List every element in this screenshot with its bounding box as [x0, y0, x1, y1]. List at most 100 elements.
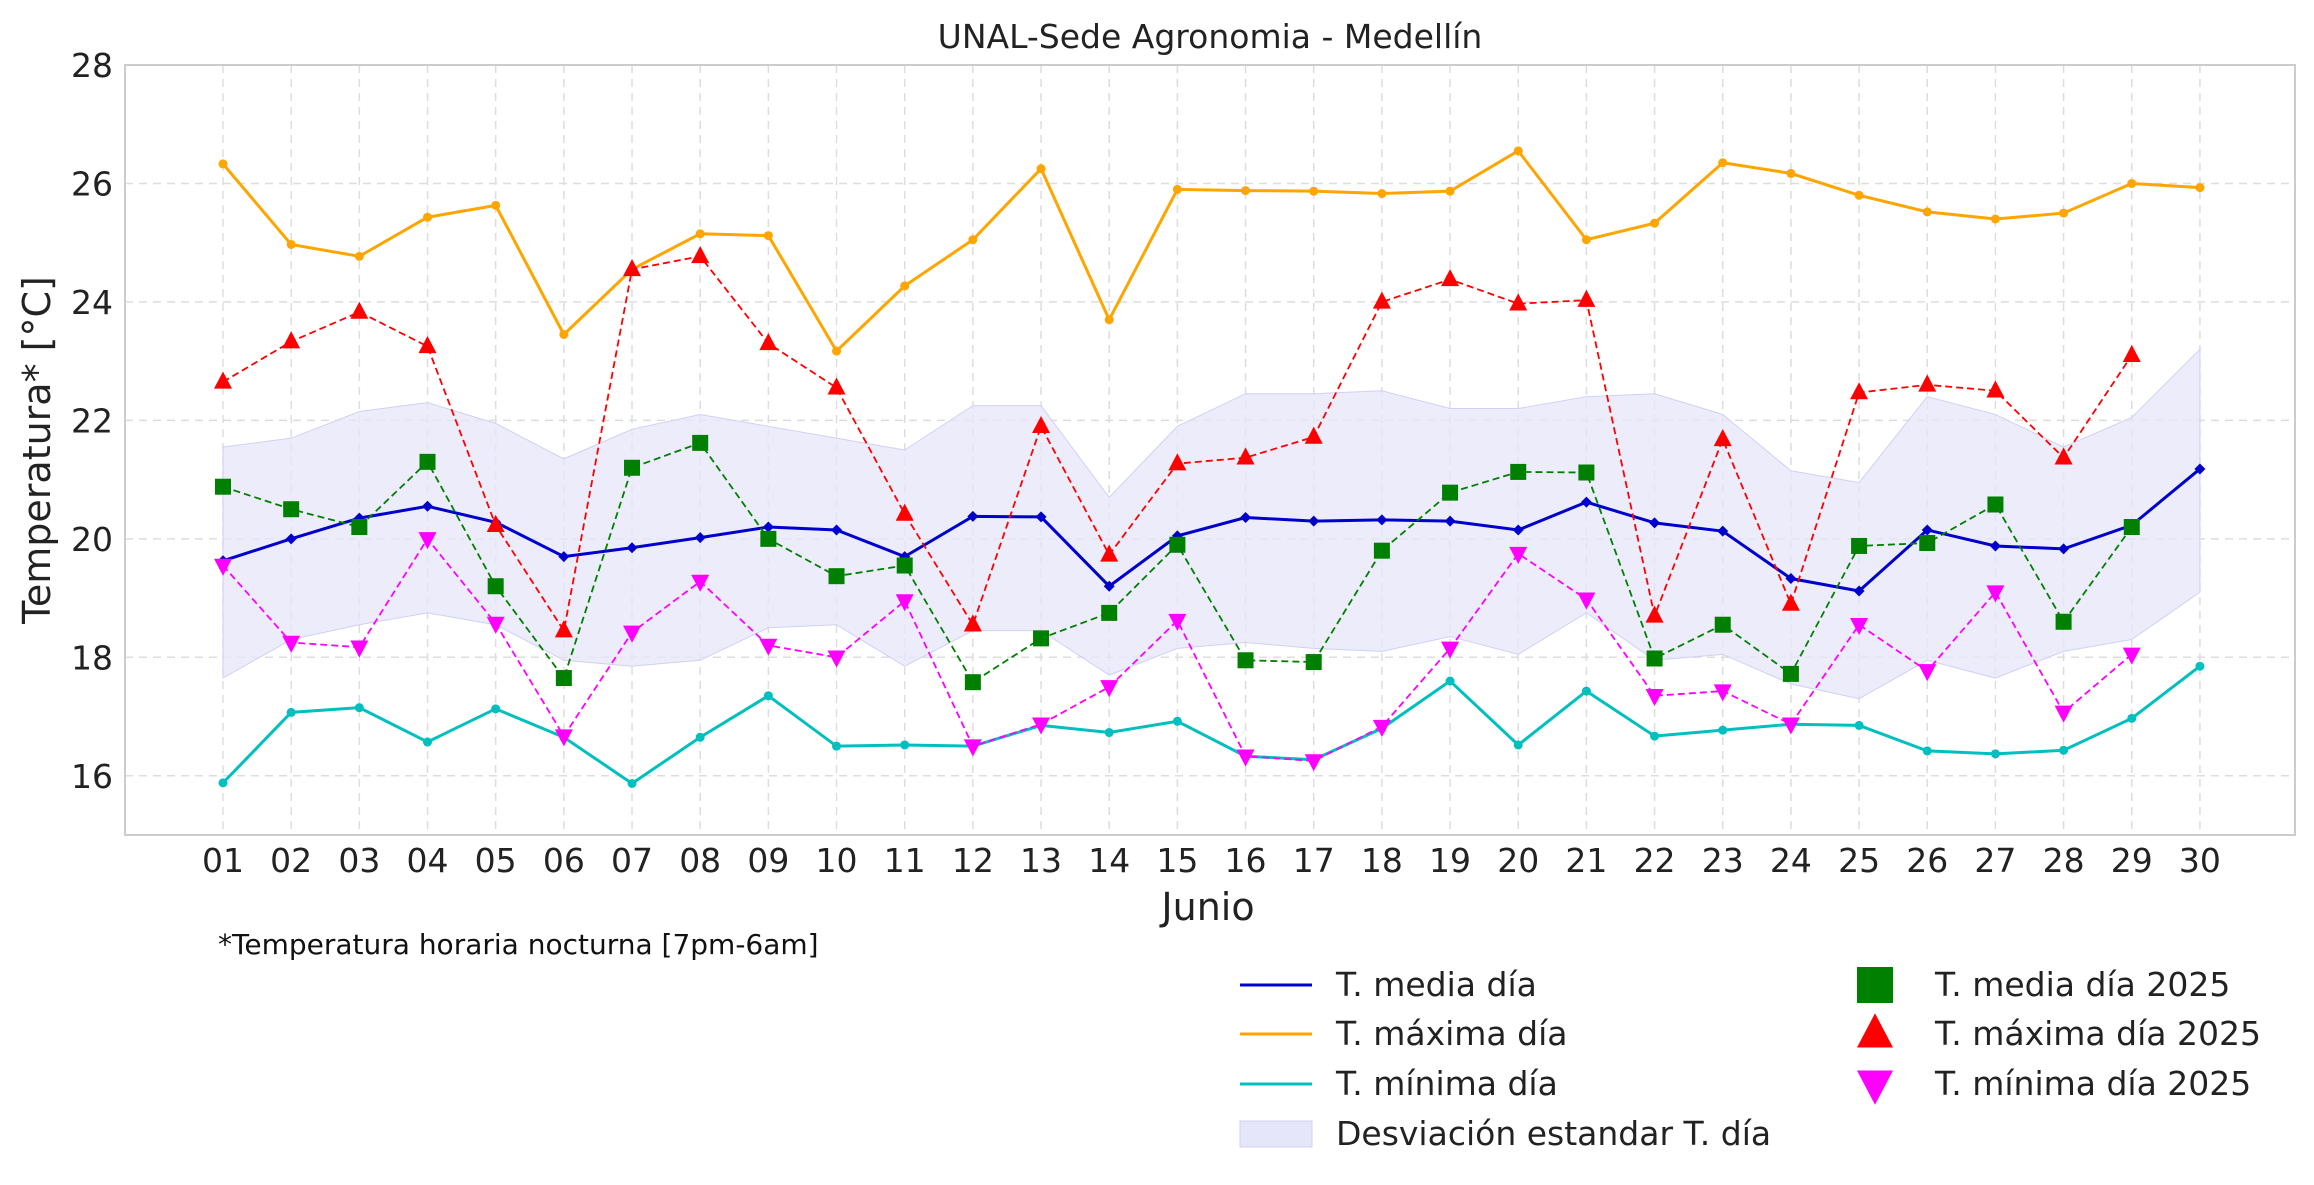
- y-tick-label: 20: [71, 520, 113, 559]
- data-point: [1372, 291, 1391, 309]
- data-point: [1986, 585, 2005, 603]
- legend-swatch: [1857, 967, 1893, 1003]
- data-point: [2058, 543, 2070, 555]
- data-point: [1032, 415, 1051, 434]
- data-point: [832, 346, 842, 356]
- series-line: [221, 665, 2201, 786]
- data-point: [1305, 654, 1322, 671]
- data-point: [1919, 534, 1936, 551]
- data-point: [1441, 269, 1460, 287]
- x-tick-label: 24: [1770, 841, 1812, 880]
- data-point: [1172, 184, 1182, 194]
- x-tick-label: 01: [202, 841, 244, 880]
- data-point: [1373, 542, 1390, 559]
- data-point: [282, 331, 301, 349]
- data-point: [1713, 428, 1732, 447]
- data-point: [486, 514, 505, 532]
- x-tick-label: 06: [543, 841, 585, 880]
- data-point: [354, 703, 364, 713]
- series-line: [222, 467, 2201, 593]
- data-point: [827, 377, 846, 395]
- data-point: [491, 200, 501, 210]
- series-line: [222, 537, 2133, 762]
- legend: T. media día T. máxima día T. mínima día De…: [1239, 965, 2261, 1153]
- data-point: [487, 578, 504, 595]
- series-4: [215, 434, 2140, 691]
- data-point: [900, 740, 910, 750]
- data-point: [2055, 613, 2072, 630]
- data-point: [554, 620, 573, 638]
- data-point: [1035, 511, 1047, 523]
- data-point: [559, 330, 569, 339]
- legend-entry: Desviación estandar T. día: [1239, 1114, 1771, 1153]
- x-tick-label: 03: [338, 841, 380, 880]
- data-point: [1509, 293, 1528, 311]
- data-point: [759, 638, 778, 656]
- data-point: [963, 614, 982, 632]
- series-6: [214, 532, 2141, 772]
- data-point: [558, 551, 570, 563]
- data-point: [1853, 585, 1865, 597]
- data-point: [286, 239, 296, 249]
- legend-entry: T. media día: [1240, 965, 1537, 1004]
- footnote: *Temperatura horaria nocturna [7pm-6am]: [218, 928, 819, 961]
- data-point: [1304, 426, 1323, 444]
- x-tick-label: 14: [1088, 841, 1130, 880]
- data-point: [1441, 641, 1460, 659]
- data-point: [418, 532, 437, 550]
- data-point: [831, 524, 843, 536]
- data-point: [691, 245, 710, 264]
- legend-label: Desviación estandar T. día: [1336, 1114, 1771, 1153]
- data-point: [1781, 717, 1800, 735]
- data-point: [1990, 214, 2000, 224]
- x-tick-label: 30: [2179, 841, 2221, 880]
- data-point: [1308, 515, 1320, 527]
- y-axis-ticks: 16 18 20 22 24 26 28: [71, 46, 113, 796]
- data-point: [1850, 617, 1869, 636]
- data-point: [1921, 524, 1933, 536]
- data-point: [1717, 525, 1729, 537]
- data-point: [1781, 593, 1800, 611]
- data-point: [1989, 540, 2001, 552]
- data-point: [214, 371, 232, 389]
- std-dev-band-area: [222, 348, 2201, 700]
- data-point: [2059, 745, 2069, 755]
- data-point: [351, 519, 368, 535]
- data-point: [627, 778, 637, 788]
- data-point: [1376, 514, 1388, 526]
- data-point: [694, 532, 706, 544]
- legend-entry: T. máxima día: [1240, 1014, 1567, 1053]
- data-point: [350, 640, 369, 658]
- data-point: [695, 229, 705, 239]
- data-point: [486, 616, 505, 634]
- data-point: [692, 434, 709, 451]
- data-point: [286, 707, 296, 717]
- data-point: [214, 558, 232, 576]
- x-tick-label: 23: [1702, 841, 1744, 880]
- data-point: [1577, 289, 1596, 307]
- data-point: [900, 281, 910, 291]
- data-point: [1103, 580, 1115, 592]
- data-point: [1104, 315, 1114, 325]
- data-point: [423, 212, 433, 222]
- data-point: [1236, 749, 1255, 767]
- chart-title: UNAL-Sede Agronomia - Medellín: [938, 17, 1483, 56]
- data-point: [1854, 190, 1864, 200]
- x-tick-label: 16: [1225, 841, 1267, 880]
- std-dev-band: [222, 348, 2201, 700]
- data-point: [1513, 146, 1523, 156]
- series-2: [218, 146, 2205, 356]
- x-tick-label: 20: [1497, 841, 1539, 880]
- data-point: [2195, 661, 2205, 671]
- data-point: [419, 453, 436, 470]
- data-point: [285, 533, 297, 545]
- y-tick-label: 24: [71, 283, 113, 322]
- data-point: [1718, 158, 1728, 168]
- legend-label: T. mínima día 2025: [1934, 1064, 2251, 1103]
- data-point: [1512, 524, 1524, 536]
- y-tick-label: 22: [71, 401, 113, 440]
- data-point: [832, 741, 842, 751]
- data-point: [2194, 463, 2206, 475]
- data-point: [2122, 344, 2141, 362]
- data-point: [1986, 380, 2005, 398]
